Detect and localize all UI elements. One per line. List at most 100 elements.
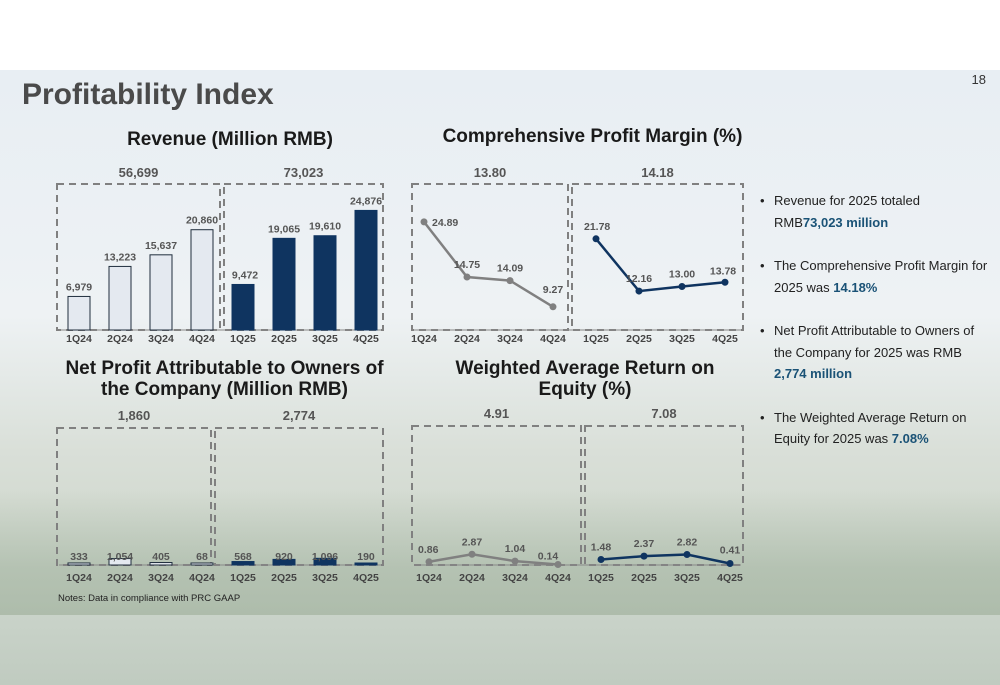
tick-label-4Q25: 4Q25	[717, 572, 743, 584]
data-label-4Q25: 190	[357, 551, 375, 563]
data-label-2Q24: 14.75	[454, 259, 480, 271]
data-label-3Q24: 405	[152, 551, 170, 563]
point-3Q25	[678, 283, 686, 291]
point-3Q24	[511, 557, 519, 565]
data-label-3Q24: 14.09	[497, 263, 523, 275]
data-label-2Q25: 19,065	[268, 223, 300, 235]
group-box-2024	[411, 183, 569, 331]
bar-1Q25	[231, 561, 255, 566]
data-label-2Q24: 1,054	[107, 551, 133, 563]
group-total-2025: 2,774	[283, 408, 316, 423]
data-label-4Q24: 9.27	[543, 284, 564, 296]
point-3Q25	[683, 550, 691, 558]
group-total-2024: 13.80	[474, 165, 507, 180]
tick-label-1Q25: 1Q25	[583, 333, 609, 345]
tick-label-3Q24: 3Q24	[502, 572, 528, 584]
bar-2Q24	[108, 265, 132, 331]
tick-label-2Q25: 2Q25	[631, 572, 657, 584]
profit-margin-chart-title: Comprehensive Profit Margin (%)	[442, 126, 743, 147]
point-4Q24	[549, 303, 557, 311]
group-box-2024	[411, 425, 582, 566]
point-4Q24	[554, 560, 562, 568]
data-label-4Q25: 24,876	[350, 195, 382, 207]
data-label-1Q25: 9,472	[232, 269, 258, 281]
group-box-2024	[56, 427, 212, 566]
data-label-1Q24: 333	[70, 551, 88, 563]
data-label-3Q25: 19,610	[309, 221, 341, 233]
data-label-4Q24: 0.14	[538, 550, 559, 562]
point-2Q24	[463, 273, 471, 281]
data-label-3Q24: 1.04	[505, 543, 526, 555]
page-title: Profitability Index	[22, 78, 274, 111]
series-line-2025	[595, 238, 726, 293]
tick-label-3Q24: 3Q24	[497, 333, 523, 345]
footnote: Notes: Data in compliance with PRC GAAP	[58, 593, 241, 604]
net-profit-chart-title: Net Profit Attributable to Owners of the…	[65, 358, 384, 400]
group-total-2025: 14.18	[641, 165, 674, 180]
tick-label-2Q25: 2Q25	[271, 572, 297, 584]
data-label-3Q25: 2.82	[677, 536, 698, 548]
bar-4Q25	[354, 209, 378, 331]
point-1Q25	[597, 555, 605, 563]
series-line-2024	[428, 553, 559, 566]
tick-label-2Q24: 2Q24	[454, 333, 480, 345]
data-label-1Q24: 0.86	[418, 544, 439, 556]
group-box-2025	[571, 183, 744, 331]
tick-label-3Q25: 3Q25	[669, 333, 695, 345]
net-profit-chart: 1,860 2,774 333 1,054 405 68 568 920 1,096 190 1Q2…	[56, 408, 384, 584]
tick-label-1Q25: 1Q25	[588, 572, 614, 584]
point-3Q24	[506, 277, 514, 285]
profit-margin-chart: 13.80 14.18 24.89 14.75 14.09 9.27 21.78 12.16 1…	[411, 165, 744, 345]
data-label-1Q24: 6,979	[66, 281, 92, 293]
tick-label-4Q24: 4Q24	[189, 572, 215, 584]
data-label-1Q25: 21.78	[584, 221, 610, 233]
tick-label-4Q25: 4Q25	[353, 333, 379, 345]
tick-label-3Q25: 3Q25	[312, 572, 338, 584]
tick-label-2Q25: 2Q25	[626, 333, 652, 345]
bar-2Q25	[272, 558, 296, 566]
data-label-4Q24: 68	[196, 551, 208, 563]
tick-label-1Q24: 1Q24	[411, 333, 437, 345]
series-line-2024	[423, 221, 554, 308]
bar-1Q24	[67, 562, 91, 566]
bar-4Q25	[354, 562, 378, 566]
tick-label-4Q24: 4Q24	[545, 572, 571, 584]
data-label-4Q25: 0.41	[720, 544, 741, 556]
tick-label-3Q24: 3Q24	[148, 333, 174, 345]
tick-label-2Q25: 2Q25	[271, 333, 297, 345]
bar-2Q25	[272, 237, 296, 331]
data-label-2Q24: 2.87	[462, 536, 483, 548]
point-2Q24	[468, 550, 476, 558]
group-total-2024: 1,860	[118, 408, 151, 423]
tick-label-1Q25: 1Q25	[230, 572, 256, 584]
tick-label-4Q24: 4Q24	[540, 333, 566, 345]
data-label-3Q25: 1,096	[312, 551, 338, 563]
bullet-net-profit: Net Profit Attributable to Owners of the…	[760, 320, 990, 385]
roe-chart-title: Weighted Average Return on Equity (%)	[455, 358, 715, 400]
data-label-3Q24: 15,637	[145, 240, 177, 252]
point-2Q25	[635, 287, 643, 295]
data-label-1Q25: 568	[234, 551, 252, 563]
tick-label-2Q24: 2Q24	[459, 572, 485, 584]
bar-3Q25	[313, 557, 337, 566]
tick-label-4Q25: 4Q25	[353, 572, 379, 584]
data-label-4Q24: 20,860	[186, 215, 218, 227]
bar-2Q24	[108, 558, 132, 566]
roe-chart: 4.91 7.08 0.86 2.87 1.04 0.14 1.48 2.37 2.82 0.41…	[411, 406, 744, 584]
point-4Q25	[726, 559, 734, 567]
point-1Q24	[425, 558, 433, 566]
point-2Q25	[640, 552, 648, 560]
tick-label-4Q25: 4Q25	[712, 333, 738, 345]
bar-4Q24	[190, 229, 214, 331]
tick-label-1Q24: 1Q24	[66, 572, 92, 584]
point-1Q24	[420, 218, 428, 226]
summary-bullets: Revenue for 2025 totaled RMB73,023 milli…	[760, 190, 990, 472]
tick-label-4Q24: 4Q24	[189, 333, 215, 345]
data-label-1Q24: 24.89	[432, 217, 458, 229]
group-total-2025: 7.08	[651, 406, 676, 421]
bar-3Q24	[149, 254, 173, 331]
bullet-revenue: Revenue for 2025 totaled RMB73,023 milli…	[760, 190, 990, 233]
group-total-2024: 56,699	[119, 165, 159, 180]
page-number: 18	[971, 72, 986, 87]
revenue-chart: 56,699 73,023 6,979 13,223 15,637 20,860 9,472…	[56, 165, 384, 345]
